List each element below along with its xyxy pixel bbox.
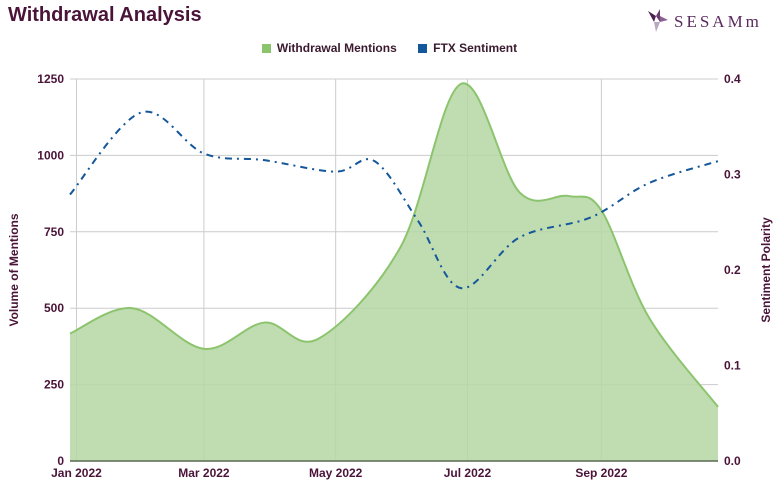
y-left-tick-label: 750 [44,225,64,239]
logo-text: SESAMm [674,12,762,31]
sesamm-logo-icon [648,9,668,32]
legend-swatch-mentions [261,43,271,53]
y-right-tick-label: 0.2 [724,263,741,277]
x-tick-label: Mar 2022 [178,466,230,480]
legend-item-mentions[interactable]: Withdrawal Mentions [261,41,397,55]
y-right-tick-label: 0.1 [724,359,741,373]
x-tick-label: Jan 2022 [51,466,102,480]
sesamm-logo: SESAMm [648,8,773,34]
legend-swatch-sentiment [418,43,428,53]
x-tick-label: Jul 2022 [444,466,492,480]
chart-legend: Withdrawal Mentions FTX Sentiment [0,41,779,56]
mentions-area [70,83,718,461]
legend-item-sentiment[interactable]: FTX Sentiment [418,41,517,55]
y-left-tick-label: 1250 [37,72,64,86]
x-tick-label: May 2022 [309,466,363,480]
series-marks [69,82,719,461]
y-right-tick-label: 0.3 [724,168,741,182]
axes: 0 250 500 750 1000 1250 0.0 0.1 0.2 0.3 0.4 Jan 202… [37,72,741,480]
y-left-tick-label: 1000 [37,148,64,162]
y-left-axis-label: Volume of Mentions [7,213,21,326]
y-left-tick-label: 250 [44,378,64,392]
mentions-line [69,82,719,408]
legend-label-mentions: Withdrawal Mentions [276,41,397,55]
legend-label-sentiment: FTX Sentiment [433,41,518,55]
chart-title: Withdrawal Analysis [8,4,202,26]
y-left-tick-label: 500 [44,301,64,315]
y-right-tick-label: 0.4 [724,72,741,86]
y-right-tick-label: 0.0 [724,454,741,468]
sentiment-line [69,110,719,290]
y-left-tick-label: 0 [57,454,64,468]
y-right-axis-label: Sentiment Polarity [759,217,773,323]
x-tick-label: Sep 2022 [575,466,627,480]
